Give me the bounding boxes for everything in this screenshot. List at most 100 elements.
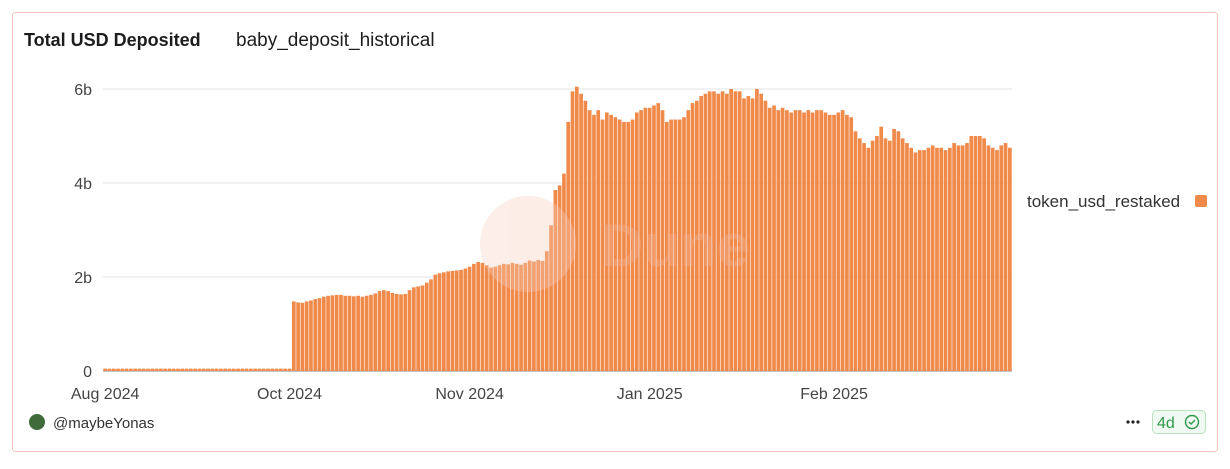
bar	[952, 143, 956, 371]
bar	[1008, 147, 1012, 371]
bar	[450, 270, 455, 371]
bar	[930, 145, 935, 371]
bar	[116, 368, 120, 371]
bar	[622, 121, 626, 372]
bar	[141, 368, 146, 371]
bar	[360, 296, 365, 371]
bar	[789, 112, 794, 371]
bar	[587, 110, 592, 372]
check-icon	[1184, 414, 1200, 430]
bar	[291, 301, 296, 371]
bar	[682, 117, 686, 371]
bar	[382, 290, 386, 371]
bar	[249, 368, 253, 371]
bar	[596, 110, 601, 372]
bar	[313, 299, 318, 371]
bar	[532, 261, 536, 371]
bar	[437, 273, 442, 371]
bar	[643, 107, 648, 372]
bar	[879, 126, 884, 371]
bar	[746, 96, 751, 372]
bar	[797, 110, 802, 372]
bar	[339, 294, 343, 371]
bar	[107, 368, 112, 371]
bar	[742, 98, 746, 372]
bar	[467, 266, 472, 371]
menu-icon[interactable]	[1126, 420, 1140, 424]
bar	[669, 119, 673, 371]
avatar	[29, 414, 45, 430]
bar	[510, 262, 515, 371]
y-tick-label: 0	[83, 364, 92, 381]
bar	[566, 121, 571, 372]
bar	[176, 368, 180, 371]
legend-swatch	[1195, 195, 1207, 207]
bar	[210, 368, 215, 371]
bar	[330, 295, 335, 371]
bar	[656, 103, 661, 371]
bar	[287, 368, 292, 371]
bar	[133, 368, 138, 371]
author: @maybeYonas	[53, 415, 154, 432]
bar	[429, 279, 433, 371]
bar	[729, 89, 733, 371]
bar	[592, 114, 596, 371]
bar	[660, 110, 665, 372]
bar	[990, 147, 995, 371]
bar	[922, 150, 926, 371]
bar	[412, 287, 416, 371]
bar	[146, 368, 150, 371]
bar	[124, 368, 129, 371]
bar	[986, 145, 991, 371]
bar	[236, 368, 240, 371]
bar	[459, 269, 463, 371]
bar	[875, 136, 879, 371]
bar	[321, 296, 326, 371]
bar	[244, 368, 249, 371]
bar	[540, 261, 545, 371]
bar	[819, 110, 824, 372]
bar	[154, 368, 159, 371]
bar	[536, 260, 541, 371]
bar	[240, 368, 245, 371]
bar	[274, 368, 279, 371]
x-tick-label: Nov 2024	[435, 386, 504, 403]
bar	[647, 107, 652, 372]
bar	[189, 368, 193, 371]
bar	[750, 98, 755, 372]
bar	[613, 117, 618, 371]
bar	[720, 91, 725, 371]
bar	[892, 128, 896, 371]
bar	[386, 291, 390, 371]
watermark: Dune	[480, 196, 750, 292]
bar	[664, 121, 669, 372]
bar	[266, 368, 270, 371]
bar	[373, 293, 378, 371]
bar	[977, 136, 982, 371]
bar	[399, 294, 403, 371]
bar	[214, 368, 219, 371]
bar	[390, 292, 395, 371]
bar	[755, 89, 759, 371]
bar	[506, 264, 511, 371]
bar	[707, 91, 712, 371]
bar	[759, 93, 764, 371]
x-tick-label: Jan 2025	[617, 386, 683, 403]
bar	[836, 112, 841, 371]
bar	[793, 110, 798, 372]
bar	[965, 143, 969, 371]
bar	[947, 147, 952, 371]
bar	[887, 140, 892, 371]
bar	[120, 368, 125, 371]
bar	[557, 185, 562, 371]
bar	[866, 147, 871, 371]
watermark-text: Dune	[600, 212, 750, 279]
bar	[733, 91, 738, 371]
bar	[424, 282, 429, 371]
bar	[1003, 143, 1008, 371]
bar	[900, 138, 905, 371]
bar	[677, 119, 682, 371]
bar	[583, 100, 588, 371]
